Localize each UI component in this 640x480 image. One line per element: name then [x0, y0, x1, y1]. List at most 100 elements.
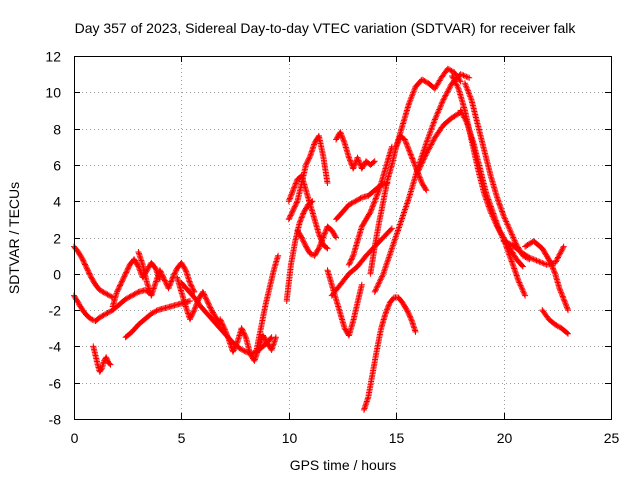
data-point-segment — [461, 80, 474, 102]
series-satellite-track-3 — [90, 343, 114, 375]
x-tick-label: 25 — [604, 430, 620, 446]
data-point-segment — [315, 132, 326, 158]
data-point-segment — [384, 143, 395, 165]
data-point-segment — [178, 279, 190, 293]
data-point-segment — [92, 315, 102, 324]
data-point-segment — [408, 316, 419, 335]
y-tick-label: 0 — [53, 267, 61, 283]
data-point-segment — [444, 65, 456, 75]
data-point-segment — [500, 212, 513, 232]
data-point-segment — [406, 85, 418, 107]
data-point-segment — [83, 265, 94, 280]
data-point-segment — [378, 312, 388, 332]
data-point-segment — [238, 325, 249, 339]
data-point-segment — [139, 261, 150, 285]
y-tick-label: 2 — [53, 231, 61, 247]
data-point-segment — [294, 227, 304, 240]
data-point-segment — [109, 290, 120, 310]
data-point-segment — [311, 246, 322, 259]
data-point-segment — [393, 123, 406, 150]
data-point-segment — [197, 303, 210, 316]
series-satellite-track-16 — [328, 225, 395, 299]
data-point-segment — [208, 307, 219, 320]
data-point-segment — [483, 190, 496, 214]
data-point-segment — [303, 154, 313, 168]
data-point-segment — [303, 187, 313, 207]
y-tick-label: 4 — [53, 194, 61, 210]
data-point-segment — [438, 67, 450, 81]
data-point-segment — [90, 343, 99, 357]
data-point-segment — [515, 278, 529, 299]
data-point-segment — [539, 307, 551, 321]
y-tick-label: 6 — [53, 158, 61, 174]
data-point-segment — [384, 163, 395, 183]
data-point-segment — [539, 245, 549, 258]
data-point-segment — [156, 267, 167, 281]
data-point-segment — [103, 307, 115, 317]
data-point-segment — [114, 281, 124, 295]
data-point-segment — [221, 325, 232, 341]
y-tick-label: 8 — [53, 122, 61, 138]
series-satellite-track-12 — [285, 132, 331, 223]
x-tick-label: 20 — [497, 430, 513, 446]
data-point-segment — [79, 307, 89, 318]
data-point-segment — [103, 354, 111, 365]
data-point-segment — [324, 267, 335, 287]
data-point-segment — [487, 172, 500, 200]
data-point-segment — [217, 316, 227, 330]
data-point-segment — [122, 329, 134, 341]
series-satellite-track-27 — [461, 80, 533, 263]
data-point-segment — [474, 122, 487, 152]
data-point-segment — [131, 256, 141, 269]
data-point-segment — [79, 256, 90, 271]
data-point-segment — [477, 165, 489, 196]
data-point-segment — [129, 322, 141, 335]
data-point-segment — [543, 252, 554, 265]
data-point-segment — [253, 326, 264, 353]
data-point-segment — [457, 71, 473, 81]
y-tick-label: -2 — [49, 303, 62, 319]
data-point-segment — [298, 234, 309, 249]
data-point-segment — [431, 98, 446, 123]
data-point-segment — [547, 259, 558, 276]
data-point-segment — [294, 181, 305, 205]
data-point-segment — [109, 302, 121, 314]
data-point-segment — [388, 221, 403, 252]
data-point-segment — [283, 263, 294, 304]
data-point-segment — [376, 174, 386, 194]
data-point-segment — [414, 152, 429, 176]
data-point-segment — [230, 341, 240, 355]
data-point-segment — [502, 241, 515, 265]
data-point-segment — [431, 76, 444, 92]
data-point-segment — [388, 145, 399, 168]
data-point-segment — [187, 279, 198, 295]
data-point-segment — [290, 199, 300, 214]
data-point-segment — [169, 266, 180, 281]
y-axis-tick-labels: -8 -6 -4 -2 0 2 4 6 8 10 12 — [45, 49, 61, 428]
data-marks — [71, 65, 571, 413]
data-point-segment — [315, 235, 326, 252]
data-point-segment — [530, 238, 545, 251]
data-point-segment — [88, 274, 98, 287]
data-point-segment — [494, 194, 507, 218]
y-tick-label: 10 — [45, 85, 61, 101]
data-point-segment — [371, 221, 382, 250]
data-point-segment — [337, 310, 348, 330]
data-point-segment — [262, 286, 273, 310]
data-point-segment — [449, 73, 461, 91]
data-point-segment — [440, 81, 455, 103]
series-satellite-track-4 — [109, 256, 163, 310]
data-point-segment — [328, 227, 340, 241]
data-point-segment — [406, 167, 421, 201]
series-satellite-track-1 — [71, 243, 116, 301]
data-point-segment — [345, 319, 356, 339]
data-point-segment — [509, 241, 523, 255]
data-point-segment — [333, 296, 343, 316]
data-point-segment — [118, 272, 128, 286]
data-point-segment — [141, 311, 154, 323]
data-point-segment — [210, 318, 223, 331]
data-point-segment — [358, 217, 369, 230]
data-point-segment — [431, 123, 446, 141]
data-point-segment — [403, 307, 414, 321]
